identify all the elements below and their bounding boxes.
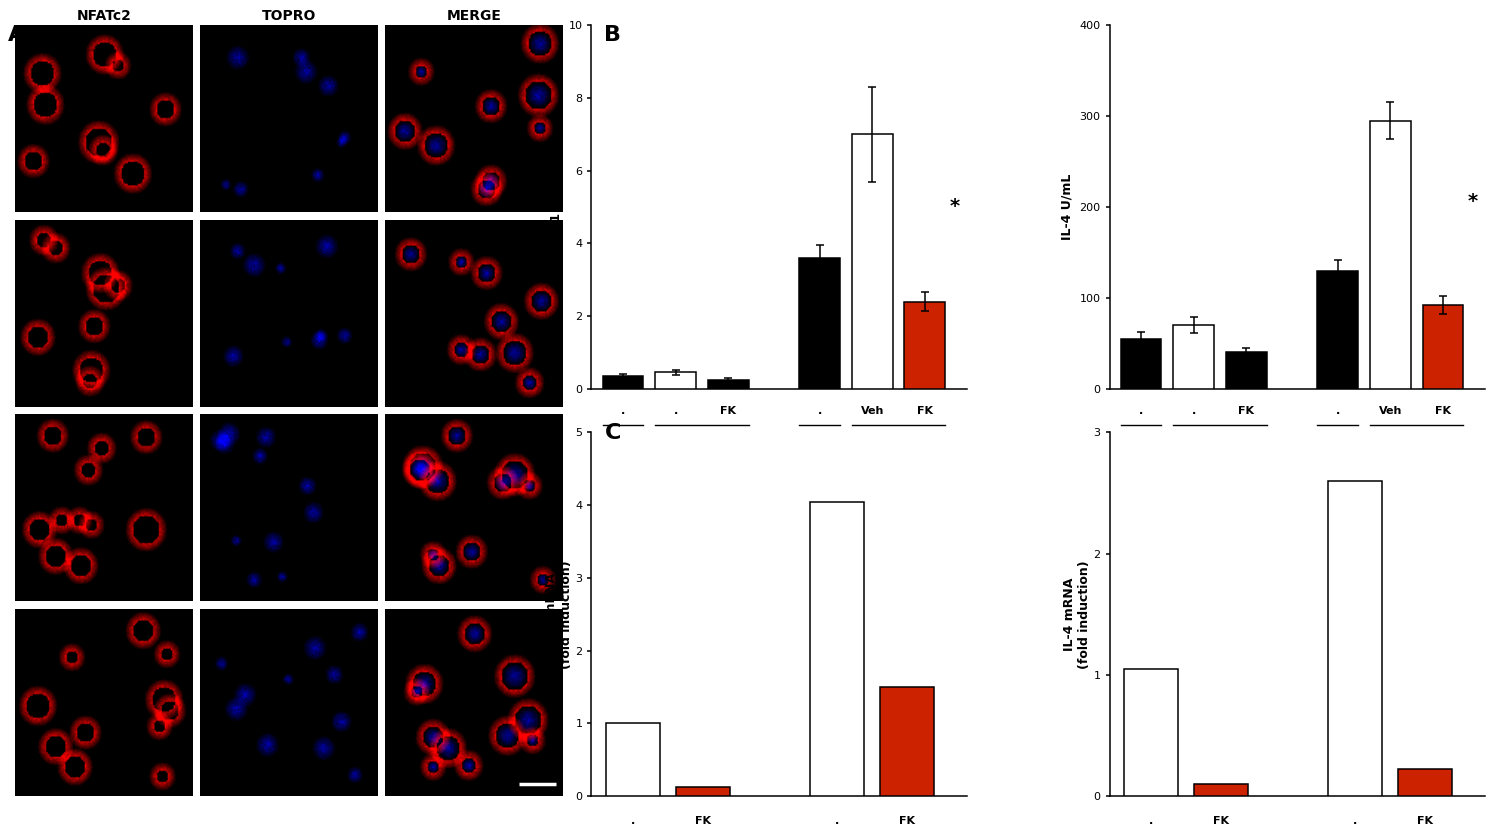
Bar: [1329, 481, 1382, 796]
Bar: [708, 380, 748, 389]
Text: FK: FK: [898, 816, 915, 826]
Bar: [603, 376, 644, 389]
Title: NFATc2: NFATc2: [76, 8, 132, 23]
Bar: [904, 302, 945, 389]
Bar: [606, 723, 660, 796]
Text: *: *: [1467, 193, 1478, 211]
Text: A: A: [8, 25, 24, 45]
Text: 48h: 48h: [1209, 442, 1231, 452]
Bar: [676, 788, 729, 796]
Bar: [1398, 769, 1452, 796]
Text: FK: FK: [1416, 816, 1432, 826]
Text: 48h: 48h: [690, 442, 714, 452]
Text: Veh: Veh: [861, 406, 883, 416]
Text: Med: Med: [662, 482, 690, 494]
Text: FK: FK: [720, 406, 736, 416]
Y-axis label: IL-21 ng/mL: IL-21 ng/mL: [550, 166, 562, 248]
Bar: [1173, 325, 1214, 389]
Text: IL-6: IL-6: [1377, 482, 1404, 494]
Bar: [656, 372, 696, 389]
Text: .: .: [1149, 816, 1154, 826]
Bar: [1370, 121, 1410, 389]
Text: FK: FK: [694, 816, 711, 826]
Text: .: .: [632, 816, 636, 826]
Y-axis label: IL-4 U/mL: IL-4 U/mL: [1060, 173, 1074, 241]
Bar: [1125, 669, 1178, 796]
Bar: [1194, 784, 1248, 796]
Y-axis label: IL-4 mRNA
(fold induction): IL-4 mRNA (fold induction): [1062, 560, 1090, 669]
Text: FK: FK: [1239, 406, 1254, 416]
Bar: [852, 134, 892, 389]
Title: MERGE: MERGE: [447, 8, 501, 23]
Text: 42h: 42h: [612, 442, 634, 452]
Bar: [1317, 271, 1358, 389]
Text: .: .: [621, 406, 626, 416]
Bar: [1120, 339, 1161, 389]
Text: .: .: [818, 406, 822, 416]
Text: Veh: Veh: [1378, 406, 1402, 416]
Bar: [1422, 305, 1462, 389]
Text: FK: FK: [1436, 406, 1450, 416]
Y-axis label: IL-21 mRNA
(fold induction): IL-21 mRNA (fold induction): [544, 560, 573, 669]
Text: FK: FK: [1214, 816, 1228, 826]
Text: .: .: [1335, 406, 1340, 416]
Bar: [880, 687, 933, 796]
Text: .: .: [1138, 406, 1143, 416]
Text: .: .: [1191, 406, 1196, 416]
Text: 48h: 48h: [1406, 442, 1428, 452]
Title: TOPRO: TOPRO: [261, 8, 316, 23]
Text: 48h: 48h: [886, 442, 910, 452]
Text: .: .: [1353, 816, 1358, 826]
Text: *: *: [950, 198, 960, 216]
Text: C: C: [604, 423, 621, 443]
Text: 42h: 42h: [1130, 442, 1154, 452]
Text: 42h: 42h: [808, 442, 831, 452]
Text: B: B: [604, 25, 621, 45]
Bar: [1226, 353, 1268, 389]
Text: FK: FK: [916, 406, 933, 416]
Text: .: .: [836, 816, 839, 826]
Text: Med: Med: [1179, 482, 1209, 494]
Text: .: .: [674, 406, 678, 416]
Bar: [810, 501, 864, 796]
Bar: [800, 258, 840, 389]
Text: 42h: 42h: [1326, 442, 1350, 452]
Text: IL-6: IL-6: [859, 482, 885, 494]
